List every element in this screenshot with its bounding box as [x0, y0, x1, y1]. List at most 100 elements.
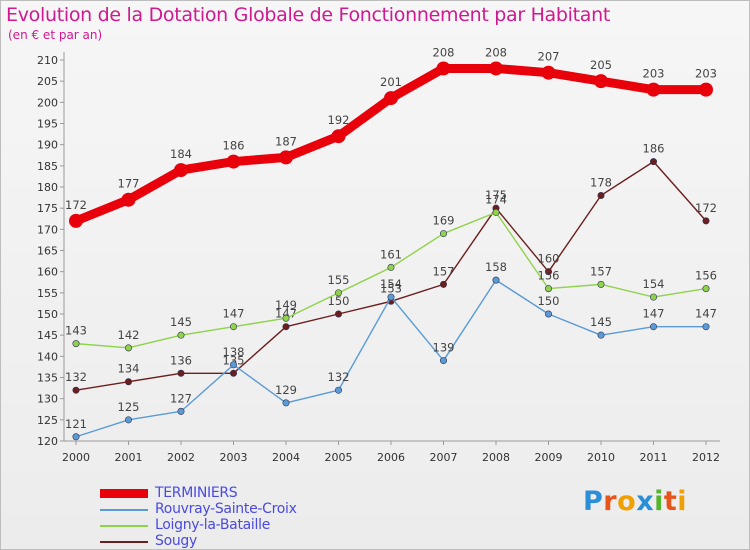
- data-label: 158: [485, 260, 507, 274]
- data-point: [489, 61, 503, 76]
- data-point: [492, 276, 500, 284]
- data-label: 205: [590, 58, 612, 72]
- y-tick-label: 205: [37, 75, 58, 88]
- y-tick-label: 195: [37, 118, 58, 131]
- data-label: 121: [65, 417, 87, 431]
- data-label: 136: [170, 353, 192, 367]
- data-label: 150: [538, 294, 560, 308]
- x-tick-label: 2003: [220, 451, 248, 464]
- data-point: [649, 323, 657, 331]
- y-tick-label: 175: [37, 202, 58, 215]
- x-tick-label: 2004: [272, 451, 300, 464]
- data-point: [230, 369, 238, 377]
- data-point: [702, 323, 710, 331]
- data-label: 125: [118, 400, 140, 414]
- data-point: [174, 163, 188, 178]
- data-label: 132: [328, 370, 350, 384]
- data-point: [177, 331, 185, 339]
- data-label: 175: [485, 188, 507, 202]
- data-label: 156: [695, 269, 717, 283]
- data-point: [72, 340, 80, 348]
- data-point: [282, 314, 290, 322]
- data-point: [125, 416, 133, 424]
- data-label: 138: [223, 345, 245, 359]
- data-point: [69, 213, 83, 228]
- data-label: 192: [328, 113, 350, 127]
- data-point: [702, 285, 710, 293]
- data-label: 147: [223, 307, 245, 321]
- data-label: 208: [433, 45, 455, 59]
- data-point: [387, 293, 395, 301]
- data-label: 187: [275, 134, 297, 148]
- data-label: 161: [380, 247, 402, 261]
- data-label: 184: [170, 147, 192, 161]
- y-tick-label: 155: [37, 287, 58, 300]
- data-label: 127: [170, 391, 192, 405]
- legend-label-loigny: Loigny-la-Bataille: [155, 517, 271, 533]
- data-point: [387, 263, 395, 271]
- data-point: [279, 150, 293, 165]
- data-point: [282, 323, 290, 331]
- logo-letter: i: [677, 486, 688, 517]
- data-label: 157: [590, 264, 612, 278]
- y-tick-label: 150: [37, 308, 58, 321]
- y-tick-label: 200: [37, 96, 58, 109]
- data-label: 149: [275, 298, 297, 312]
- data-label: 203: [695, 67, 717, 81]
- data-point: [544, 268, 552, 276]
- y-tick-label: 120: [37, 435, 58, 448]
- y-tick-label: 180: [37, 181, 58, 194]
- data-point: [226, 154, 241, 169]
- proxiti-logo: Proxiti: [583, 486, 687, 517]
- data-label: 145: [170, 315, 192, 329]
- data-point: [282, 399, 290, 407]
- data-label: 174: [485, 192, 507, 206]
- data-point: [702, 217, 710, 225]
- y-tick-label: 130: [37, 393, 58, 406]
- y-tick-label: 190: [37, 139, 58, 152]
- data-label: 139: [433, 341, 455, 355]
- x-tick-label: 2011: [640, 451, 668, 464]
- data-point: [492, 208, 500, 216]
- data-label: 135: [223, 353, 245, 367]
- legend-swatch-rouvray: [100, 509, 148, 511]
- logo-letter: i: [654, 486, 664, 517]
- data-point: [439, 280, 447, 288]
- data-label: 147: [643, 307, 665, 321]
- data-point: [334, 386, 342, 394]
- data-point: [439, 357, 447, 365]
- logo-letter: o: [617, 486, 637, 517]
- y-tick-label: 160: [37, 266, 58, 279]
- legend-swatch-sougy: [100, 541, 148, 543]
- data-point: [699, 82, 713, 97]
- data-point: [125, 344, 133, 352]
- data-label: 143: [65, 324, 87, 338]
- data-point: [594, 74, 608, 89]
- data-label: 169: [433, 214, 455, 228]
- data-point: [436, 61, 451, 76]
- data-label: 129: [275, 383, 297, 397]
- legend-label-terminiers: TERMINIERS: [155, 485, 238, 501]
- data-point: [334, 289, 342, 297]
- data-label: 154: [643, 277, 665, 291]
- x-tick-label: 2002: [167, 451, 195, 464]
- logo-letter: r: [603, 486, 618, 517]
- legend-swatch-terminiers: [100, 489, 148, 498]
- data-label: 172: [695, 201, 717, 215]
- data-point: [331, 129, 346, 144]
- chart-title: Evolution de la Dotation Globale de Fonc…: [6, 4, 611, 26]
- data-point: [125, 378, 133, 386]
- data-label: 186: [643, 142, 665, 156]
- x-tick-label: 2007: [430, 451, 458, 464]
- legend-swatch-loigny: [100, 525, 148, 527]
- data-point: [544, 285, 552, 293]
- y-tick-label: 140: [37, 350, 58, 363]
- data-label: 153: [380, 281, 402, 295]
- chart-subtitle: (en € et par an): [8, 28, 103, 42]
- legend-label-rouvray: Rouvray-Sainte-Croix: [155, 501, 297, 517]
- data-label: 134: [118, 362, 140, 376]
- data-label: 172: [65, 198, 87, 212]
- data-point: [177, 407, 185, 415]
- x-tick-label: 2008: [482, 451, 510, 464]
- data-label: 178: [590, 175, 612, 189]
